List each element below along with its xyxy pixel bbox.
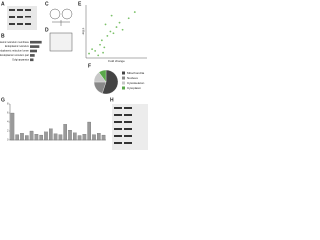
bar	[73, 132, 77, 141]
point	[97, 54, 100, 57]
diagram	[49, 8, 73, 52]
point	[133, 11, 136, 13]
legend-label: Nucleus	[127, 76, 138, 80]
pie-slice	[98, 69, 107, 83]
point	[91, 48, 93, 51]
bar	[44, 131, 48, 141]
bar	[29, 130, 34, 141]
bar	[30, 54, 35, 57]
bar	[63, 124, 67, 141]
bar	[34, 134, 39, 141]
point	[110, 14, 113, 17]
term-label: Endoplasmic reticulum membrane	[0, 41, 30, 44]
panel-letter: H	[110, 97, 114, 103]
bar	[92, 134, 96, 141]
point	[103, 46, 106, 49]
axes	[85, 5, 147, 59]
legend-label: Cytoskeleton	[127, 81, 145, 85]
panel-letter: B	[1, 33, 5, 39]
axes	[9, 104, 106, 141]
legend-swatch	[122, 71, 125, 75]
bar	[58, 134, 63, 141]
point	[104, 23, 107, 26]
legend-swatch	[122, 81, 125, 85]
panel-letter: G	[1, 97, 5, 103]
bar	[20, 133, 24, 141]
bar	[82, 134, 87, 141]
bar	[49, 128, 53, 141]
bar	[30, 45, 40, 48]
panel-letter: A	[1, 1, 5, 7]
point	[115, 26, 118, 28]
panel-letter: F	[88, 63, 91, 69]
blot-h	[112, 104, 148, 150]
bar	[53, 133, 58, 141]
bar	[10, 112, 15, 141]
y-tick-label: 0	[7, 139, 9, 142]
blot	[7, 6, 37, 30]
bar	[30, 49, 37, 53]
term-label: Golgi apparatus	[12, 58, 30, 61]
point	[106, 35, 109, 37]
panel-letter: D	[45, 27, 49, 33]
legend-label: Cytoplasm	[127, 86, 142, 90]
bar	[101, 134, 106, 141]
point	[118, 21, 121, 24]
point	[109, 30, 112, 33]
bar	[77, 135, 82, 141]
y-tick-label: 4	[7, 121, 9, 124]
y-axis-label: -log p	[81, 27, 85, 35]
y-tick-label: 8	[7, 103, 9, 106]
bar	[25, 135, 29, 141]
term-label: Endoplasmic reticulum part	[0, 54, 29, 57]
bar	[15, 134, 19, 141]
bar	[87, 121, 91, 141]
bar	[30, 40, 42, 44]
point	[88, 52, 90, 55]
legend-swatch	[122, 86, 125, 90]
point	[127, 17, 130, 20]
pie-slice	[102, 69, 119, 95]
x-axis-label: Fold change	[108, 59, 125, 63]
bar	[39, 134, 43, 141]
y-tick-label: 6	[7, 112, 9, 115]
legend-label: Mitochondria	[127, 71, 145, 75]
point	[112, 32, 115, 35]
point	[99, 43, 101, 46]
panel-letter: C	[45, 1, 49, 7]
term-label: Endoplasmic reticulum lumen	[0, 50, 30, 53]
point	[102, 51, 104, 54]
point	[100, 39, 103, 42]
y-tick-label: 2	[7, 130, 9, 133]
figure: A B C D E F G H Endoplasmic reticulum me…	[0, 1, 148, 150]
term-label: Endoplasmic reticulum	[5, 45, 29, 48]
panel-letter: E	[78, 1, 82, 7]
point	[121, 28, 124, 31]
bar	[68, 130, 72, 141]
bar	[30, 58, 34, 62]
point	[94, 50, 97, 52]
bar	[97, 133, 101, 141]
legend-swatch	[122, 76, 125, 80]
